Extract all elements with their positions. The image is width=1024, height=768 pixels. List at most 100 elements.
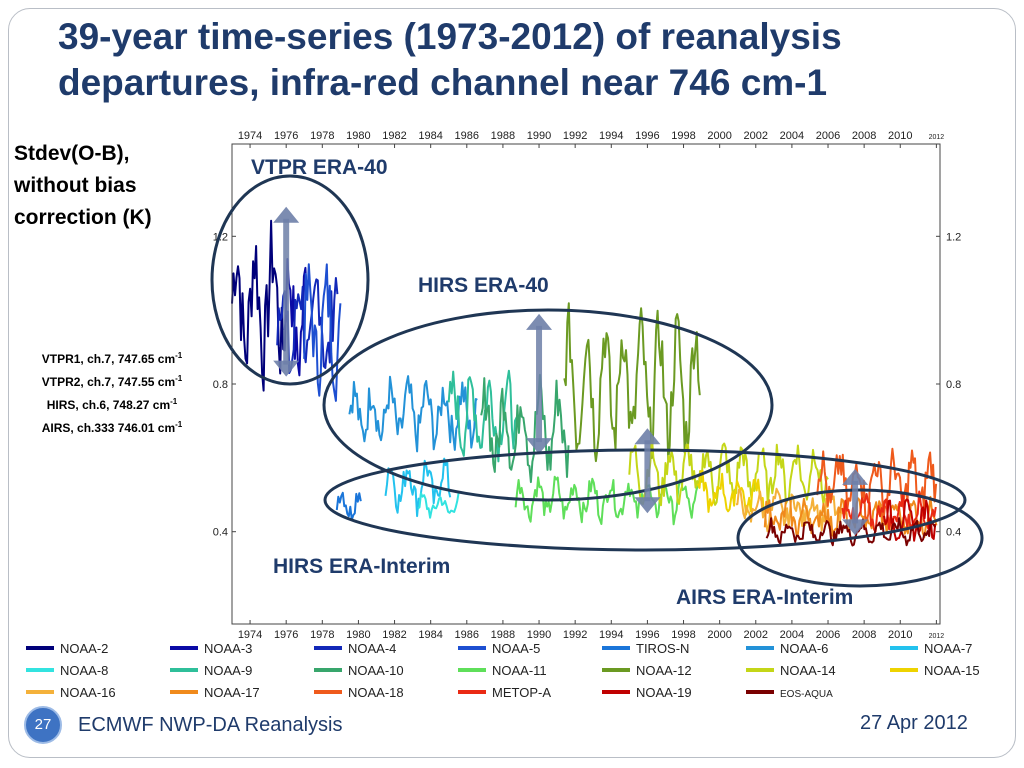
series-line-noaa-11 <box>514 475 701 526</box>
range-arrow-head-up <box>273 206 300 223</box>
x-tick-label: 2000 <box>707 629 731 641</box>
x-tick-label: 1982 <box>382 130 406 142</box>
x-tick-label: 1978 <box>310 629 334 641</box>
annotation-label: HIRS ERA-40 <box>418 274 549 297</box>
x-tick-label: 1980 <box>346 629 370 641</box>
x-tick-label: 1974 <box>238 130 262 142</box>
legend-label: NOAA-11 <box>492 663 547 678</box>
y-tick-label: 1.2 <box>946 231 961 243</box>
legend-label: NOAA-2 <box>60 641 108 656</box>
highlight-ellipse <box>322 308 774 502</box>
range-arrow-head-down <box>634 497 661 514</box>
legend-label: NOAA-17 <box>204 685 260 700</box>
x-tick-label: 1980 <box>346 130 370 142</box>
annotation-label: HIRS ERA-Interim <box>273 555 450 578</box>
x-tick-label: 1994 <box>599 629 623 641</box>
channel-airs: AIRS, ch.333 746.01 cm-1 <box>41 420 183 435</box>
x-tick-label: 1988 <box>491 130 515 142</box>
x-tick-label: 1986 <box>455 130 479 142</box>
legend-label: TIROS-N <box>636 641 689 656</box>
x-tick-label: 1984 <box>418 629 442 641</box>
slide-title: 39-year time-series (1973-2012) of reana… <box>58 14 998 106</box>
legend-label: EOS-AQUA <box>780 689 833 700</box>
x-tick-label: 1988 <box>491 629 515 641</box>
series-line-noaa-19 <box>883 498 937 542</box>
series-line-noaa-17 <box>763 495 938 539</box>
legend-label: NOAA-12 <box>636 663 692 678</box>
series-line-noaa-6 <box>348 375 478 453</box>
channel-vtpr2: VTPR2, ch.7, 747.55 cm-1 <box>41 374 183 389</box>
series-line-eos-aqua <box>765 517 937 547</box>
footer-organization: ECMWF NWP-DA Reanalysis <box>78 714 343 736</box>
y-quantity-label: Stdev(O-B), without bias correction (K) <box>14 138 214 234</box>
legend-label: NOAA-5 <box>492 641 540 656</box>
x-tick-label: 1996 <box>635 629 659 641</box>
x-tick-label: 2000 <box>707 130 731 142</box>
series-line-noaa-8 <box>417 492 460 519</box>
legend-label: METOP-A <box>492 685 551 700</box>
y-tick-label: 0.8 <box>213 379 228 391</box>
legend-label: NOAA-10 <box>348 663 404 678</box>
x-tick-label: 1982 <box>382 629 406 641</box>
range-arrow-head-down <box>273 360 300 377</box>
x-tick-label: 1976 <box>274 629 298 641</box>
x-tick-label: 2004 <box>780 130 804 142</box>
x-tick-label: 1984 <box>418 130 442 142</box>
x-tick-label: 1992 <box>563 130 587 142</box>
x-tick-label: 2002 <box>744 130 768 142</box>
legend-label: NOAA-18 <box>348 685 404 700</box>
side-heading-line-1: Stdev(O-B), <box>14 142 130 165</box>
legend-label: NOAA-3 <box>204 641 252 656</box>
range-arrow-head-up <box>526 313 553 330</box>
annotation-label: VTPR ERA-40 <box>251 156 388 179</box>
legend-label: NOAA-14 <box>780 663 836 678</box>
channel-hirs: HIRS, ch.6, 748.27 cm-1 <box>46 397 178 412</box>
side-heading-line-3: correction (K) <box>14 206 152 229</box>
x-tick-label: 1998 <box>671 130 695 142</box>
legend-label: NOAA-9 <box>204 663 252 678</box>
x-tick-label: 1976 <box>274 130 298 142</box>
title-line-2: departures, infra-red channel near 746 c… <box>58 62 828 103</box>
x-tick-label: 1986 <box>455 629 479 641</box>
slide-frame <box>8 8 1016 758</box>
legend-label: NOAA-6 <box>780 641 828 656</box>
x-tick-label: 2010 <box>888 130 912 142</box>
x-tick-label: 1996 <box>635 130 659 142</box>
range-arrow-head-up <box>842 468 869 485</box>
plot-frame <box>231 143 941 625</box>
range-arrow-head-down <box>842 519 869 536</box>
x-tick-label: 2004 <box>780 629 804 641</box>
series-line-noaa-5 <box>303 263 342 402</box>
x-tick-label: 2006 <box>816 130 840 142</box>
legend-label: NOAA-8 <box>60 663 108 678</box>
y-tick-label: 0.4 <box>946 527 961 539</box>
legend-label: NOAA-16 <box>60 685 116 700</box>
legend-label: NOAA-19 <box>636 685 692 700</box>
channel-vtpr1: VTPR1, ch.7, 747.65 cm-1 <box>41 351 183 366</box>
series-line-noaa-9 <box>447 369 519 463</box>
range-arrow-head-up <box>634 428 661 445</box>
x-tick-label: 1998 <box>671 629 695 641</box>
series-line-noaa-12 <box>563 302 701 463</box>
series-line-noaa-10 <box>480 373 570 484</box>
legend-label: NOAA-15 <box>924 663 980 678</box>
range-arrow-head-down <box>526 438 553 455</box>
y-tick-label: 0.4 <box>213 527 228 539</box>
x-tick-label: 2006 <box>816 629 840 641</box>
series-line-tiros-n <box>335 491 362 521</box>
x-tick-label: 2012 <box>929 633 945 640</box>
channel-list: VTPR1, ch.7, 747.65 cm-1 VTPR2, ch.7, 74… <box>12 346 212 438</box>
legend-label: NOAA-4 <box>348 641 396 656</box>
x-tick-label: 1990 <box>527 629 551 641</box>
series-line-noaa-2 <box>231 219 288 392</box>
x-tick-label: 1974 <box>238 629 262 641</box>
highlight-ellipse <box>736 488 984 588</box>
x-tick-label: 2002 <box>744 629 768 641</box>
legend-label: NOAA-7 <box>924 641 972 656</box>
x-tick-label: 1994 <box>599 130 623 142</box>
x-tick-label: 1992 <box>563 629 587 641</box>
y-tick-label: 0.8 <box>946 379 961 391</box>
x-tick-label: 2008 <box>852 130 876 142</box>
annotation-label: AIRS ERA-Interim <box>676 586 853 609</box>
